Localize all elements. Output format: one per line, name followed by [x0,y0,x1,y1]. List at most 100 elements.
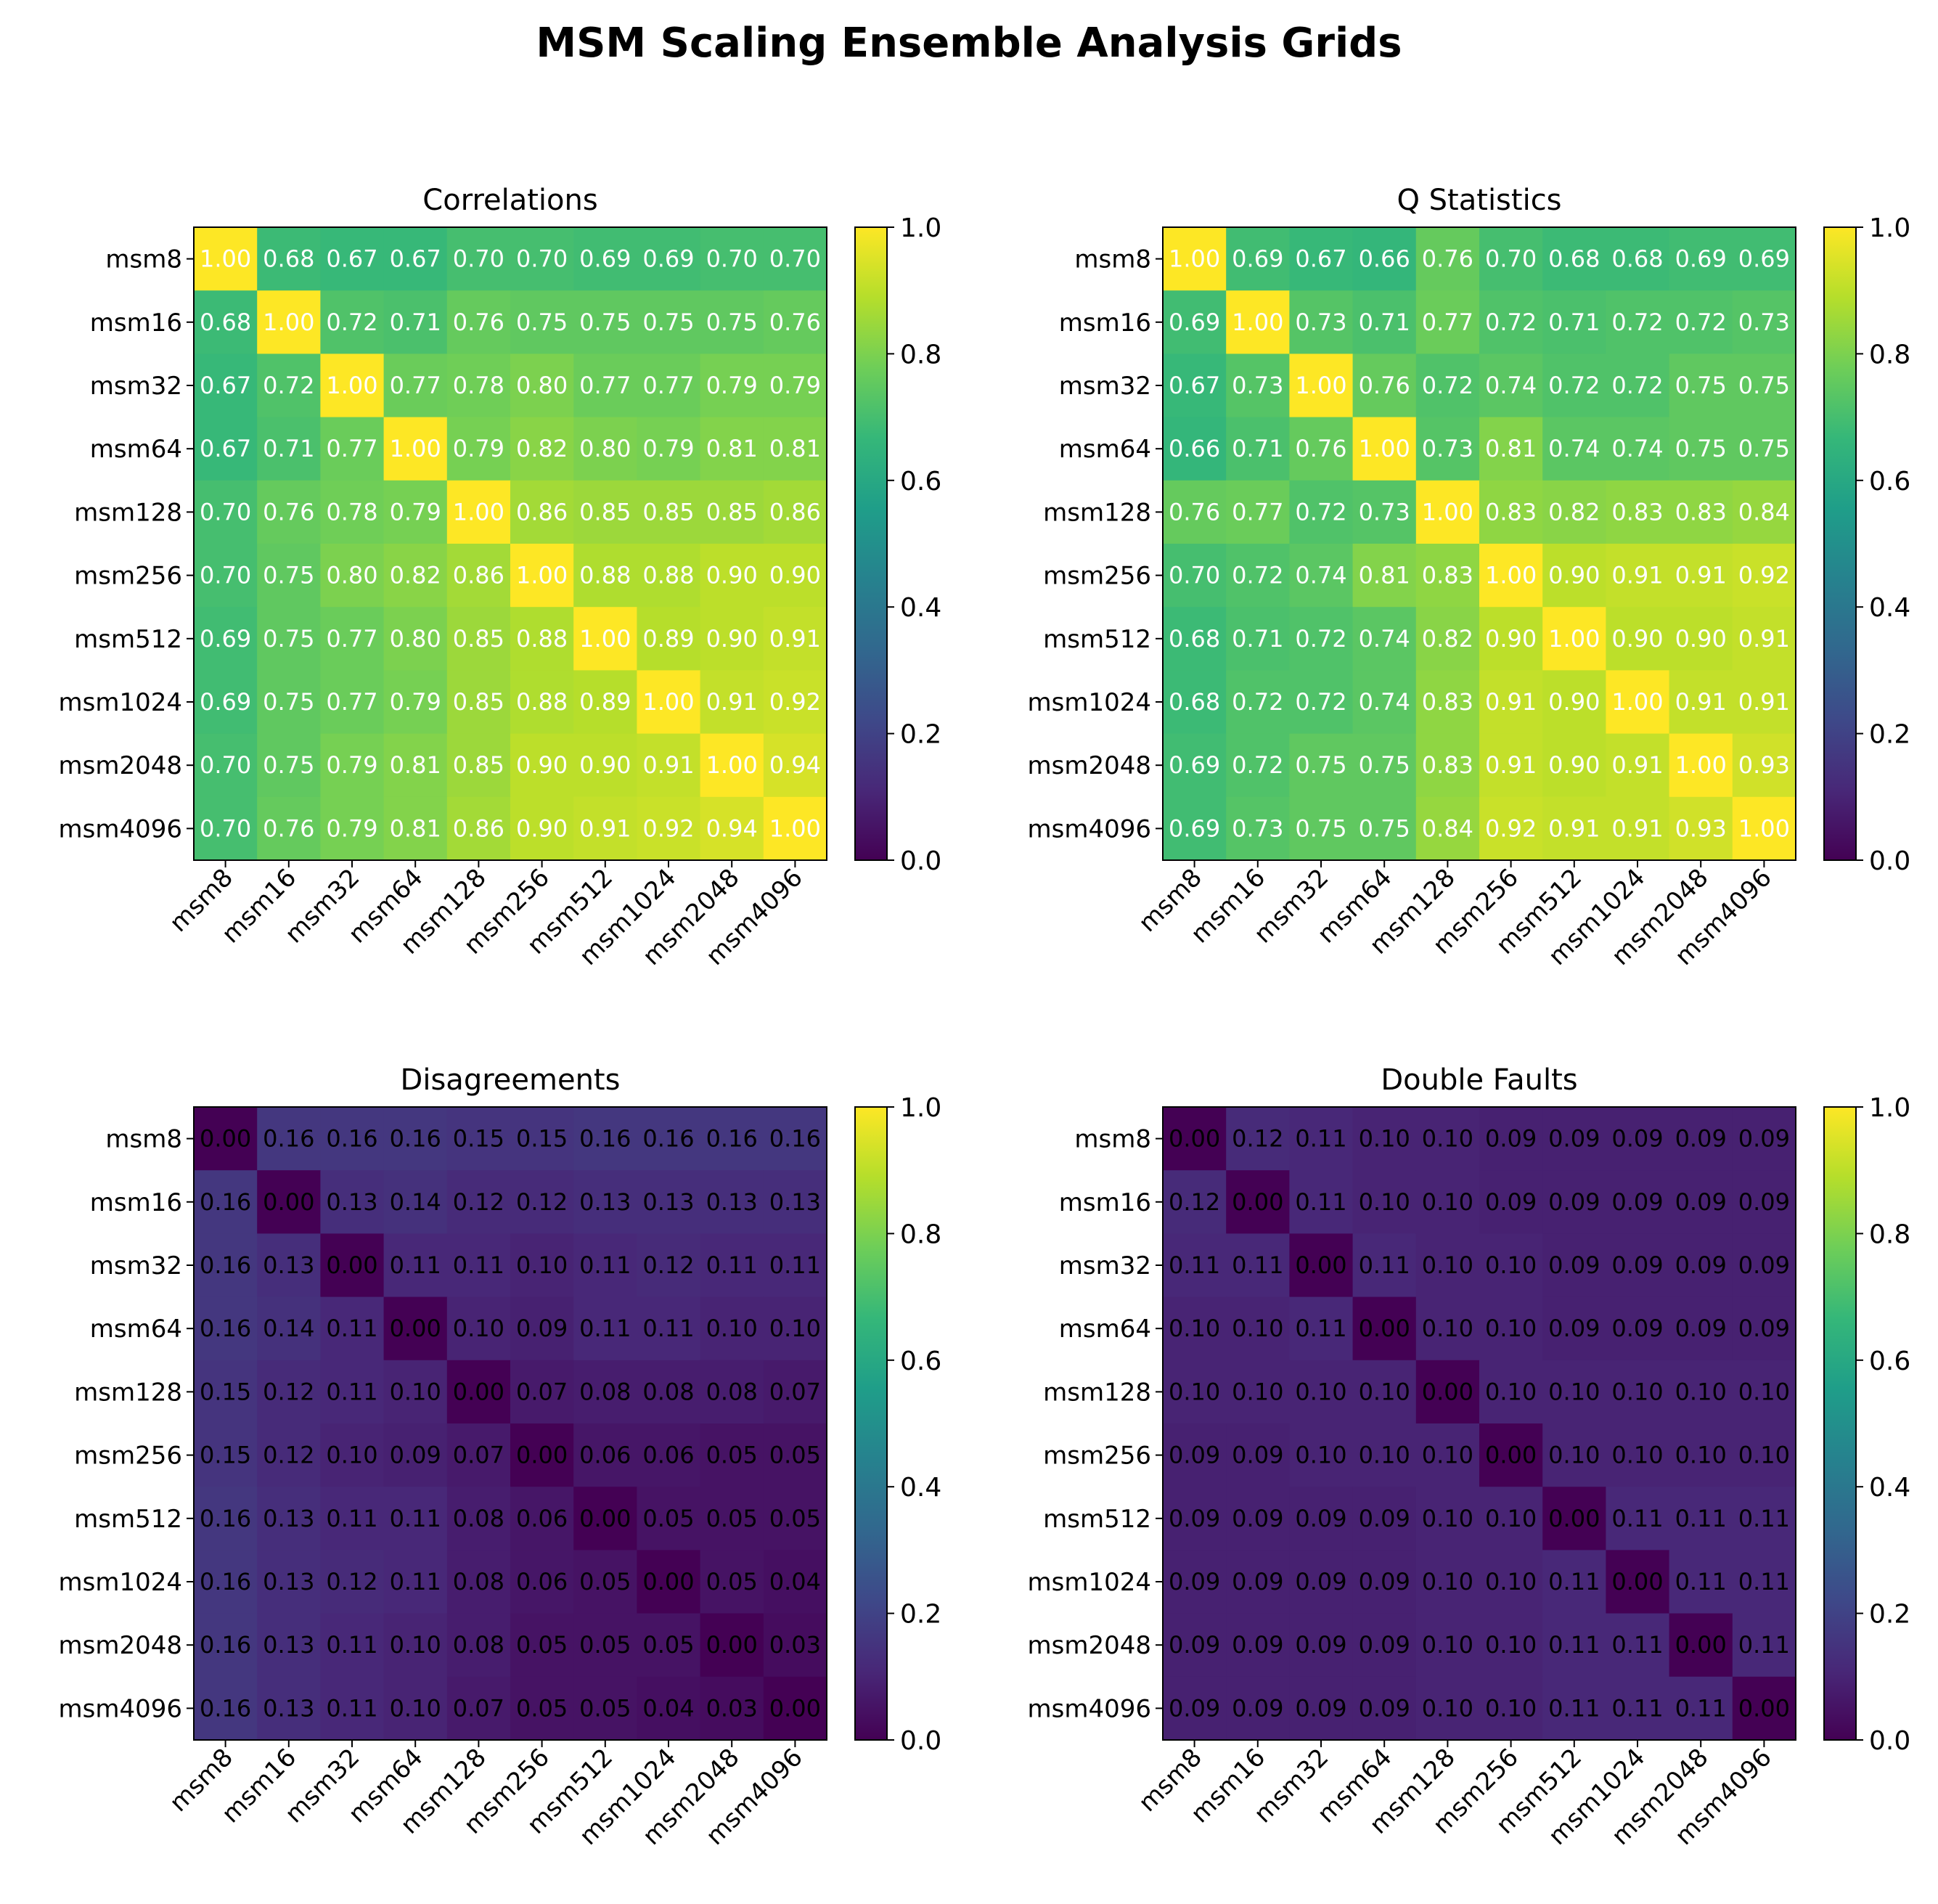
plot-frame [193,226,827,861]
heatmap-cell [1163,1550,1227,1614]
heatmap-cell [446,1613,511,1678]
heatmap-cell [1226,544,1290,608]
heatmap-cell [1352,1550,1417,1614]
heatmap-cell [1542,544,1606,608]
cell-value-label: 0.83 [1422,688,1473,716]
cell-value-label: 0.74 [1485,372,1537,399]
cell-value-label: 0.09 [1359,1631,1410,1659]
cell-value-label: 0.74 [1548,435,1600,462]
heatmap-cell [383,1613,448,1678]
cell-value-label: 0.70 [200,562,251,589]
heatmap-cell [763,1613,827,1678]
cell-value-label: 0.84 [1422,814,1473,842]
cell-value-label: 0.08 [706,1378,758,1405]
colorbar [854,1106,888,1741]
cell-value-label: 0.91 [1611,751,1663,779]
heatmap-cell [637,1233,701,1298]
cell-value-label: 0.12 [516,1188,568,1216]
cell-value-label: 0.80 [579,435,631,462]
cell-value-label: 1.00 [516,562,568,589]
y-tick-label: msm4096 [1028,1694,1151,1723]
cell-value-label: 0.68 [1548,245,1600,273]
heatmap-cell [320,480,385,544]
cell-value-label: 0.10 [1169,1315,1220,1342]
cell-value-label: 0.91 [579,814,631,842]
cell-value-label: 0.69 [1169,814,1220,842]
heatmap-cell [573,733,637,798]
heatmap-cell [446,354,511,418]
cell-value-label: 0.12 [263,1378,314,1405]
heatmap-cell [1732,544,1796,608]
heatmap-cell [1289,1233,1354,1298]
heatmap-cell [637,733,701,798]
cell-value-label: 0.78 [453,372,504,399]
y-tick-label: msm1024 [1028,1568,1151,1597]
cell-value-label: 0.70 [516,245,568,273]
heatmap-cell [1163,1423,1227,1487]
heatmap-cell [1669,354,1733,418]
heatmap-cell [1289,1550,1354,1614]
cell-value-label: 0.04 [642,1694,694,1722]
cell-value-label: 0.06 [516,1505,568,1532]
heatmap-cell [1732,1676,1796,1741]
cell-value-label: 0.09 [1675,1125,1727,1153]
cell-value-label: 0.05 [516,1694,568,1722]
heatmap-cell [510,354,574,418]
heatmap-cell [1479,227,1543,291]
heatmap-cell [1606,544,1670,608]
y-tick-label: msm512 [74,1505,182,1534]
heatmap-cell [1606,670,1670,735]
heatmap-cell [637,227,701,291]
cell-value-label: 0.05 [579,1568,631,1595]
cell-value-label: 0.73 [1232,814,1283,842]
cell-value-label: 0.77 [1422,309,1473,336]
cell-value-label: 0.05 [706,1442,758,1469]
heatmap-cell [1415,1423,1480,1487]
heatmap-cell [510,1487,574,1550]
heatmap-cell [383,1170,448,1234]
heatmap-cell [383,1296,448,1361]
cell-value-label: 0.11 [1295,1188,1346,1216]
y-tick-label: msm64 [90,435,182,464]
cell-value-label: 0.07 [453,1442,504,1469]
cell-value-label: 0.11 [1738,1568,1790,1595]
cell-value-label: 0.76 [453,309,504,336]
cell-value-label: 0.79 [390,498,441,526]
cell-value-label: 0.11 [390,1505,441,1532]
heatmap-cell [1606,1676,1670,1741]
heatmap-cell [1606,480,1670,544]
cell-value-label: 0.79 [390,688,441,716]
heatmap-cell [194,733,258,798]
cell-value-label: 0.10 [326,1442,377,1469]
cell-value-label: 0.05 [706,1568,758,1595]
cell-value-label: 0.81 [1359,562,1410,589]
heatmap-cell [383,796,448,861]
heatmap-cell [1163,670,1227,735]
heatmap-cell [1669,1107,1733,1171]
colorbar-tick-label: 0.6 [900,1347,941,1376]
heatmap-cell [1732,796,1796,861]
heatmap-cell [194,227,258,291]
cell-value-label: 0.12 [326,1568,377,1595]
heatmap-cell [194,1296,258,1361]
heatmap-cell [637,1107,701,1171]
heatmap-cell [510,417,574,481]
cell-value-label: 0.66 [1169,435,1220,462]
heatmap-cell [637,544,701,608]
heatmap-cell [1163,1233,1227,1298]
heatmap-cell [1226,733,1290,798]
cell-value-label: 0.70 [706,245,758,273]
cell-value-label: 0.09 [1548,1125,1600,1153]
cell-value-label: 0.69 [1232,245,1283,273]
cell-value-label: 0.71 [1232,625,1283,653]
heatmap-cell [763,227,827,291]
heatmap-cell [573,1170,637,1234]
cell-value-label: 0.74 [1359,625,1410,653]
cell-value-label: 0.10 [1295,1378,1346,1405]
heatmap-cell [383,1676,448,1741]
cell-value-label: 0.79 [706,372,758,399]
heatmap-cell [1352,480,1417,544]
cell-value-label: 0.00 [326,1251,377,1279]
cell-value-label: 0.76 [263,814,314,842]
cell-value-label: 0.88 [516,688,568,716]
